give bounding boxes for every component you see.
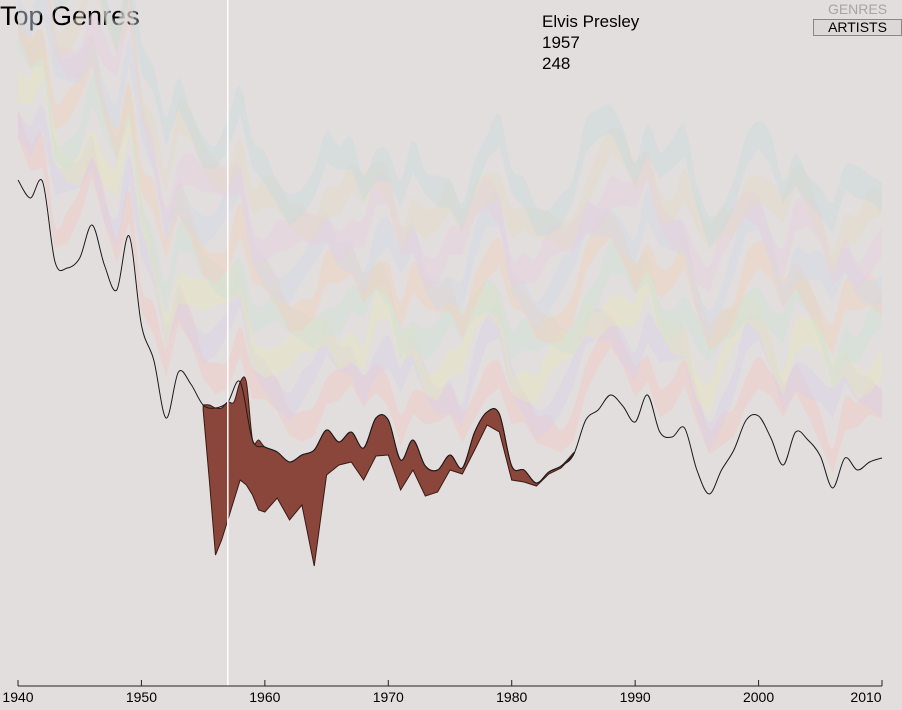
x-axis: 1940 1950 1960 1970 1980 1990 2000 2010 bbox=[2, 680, 883, 705]
ghost-genre-band bbox=[18, 104, 882, 453]
ghost-genre-band bbox=[18, 19, 882, 389]
tooltip-value: 248 bbox=[542, 54, 571, 73]
faded-genre-layers bbox=[18, 0, 882, 474]
ghost-genre-band bbox=[18, 48, 882, 414]
x-tick-label: 1950 bbox=[126, 689, 157, 705]
stream-outline bbox=[17, 179, 883, 495]
artists-toggle-button[interactable]: ARTISTS bbox=[813, 19, 902, 36]
x-tick-label: 1970 bbox=[373, 689, 404, 705]
x-tick-label: 2010 bbox=[850, 689, 881, 705]
x-tick-label: 1990 bbox=[620, 689, 651, 705]
x-tick-label: 2000 bbox=[743, 689, 774, 705]
chart-title: Top Genres bbox=[0, 1, 140, 31]
x-tick-label: 1960 bbox=[249, 689, 280, 705]
ghost-genre-band bbox=[18, 10, 882, 355]
view-toggle: GENRES ARTISTS bbox=[813, 2, 902, 36]
tooltip-year: 1957 bbox=[542, 33, 580, 52]
tooltip-artist: Elvis Presley bbox=[542, 12, 640, 31]
genres-toggle-button[interactable]: GENRES bbox=[827, 1, 888, 17]
hover-tooltip: Elvis Presley 1957 248 bbox=[542, 11, 639, 74]
stream-outline-line bbox=[17, 179, 883, 495]
x-tick-label: 1980 bbox=[496, 689, 527, 705]
ghost-genre-band bbox=[47, 0, 882, 293]
ghost-genre-band bbox=[53, 0, 882, 248]
x-tick-label: 1940 bbox=[2, 689, 33, 705]
ghost-genre-band bbox=[47, 0, 882, 280]
ghost-genre-band bbox=[18, 109, 882, 474]
